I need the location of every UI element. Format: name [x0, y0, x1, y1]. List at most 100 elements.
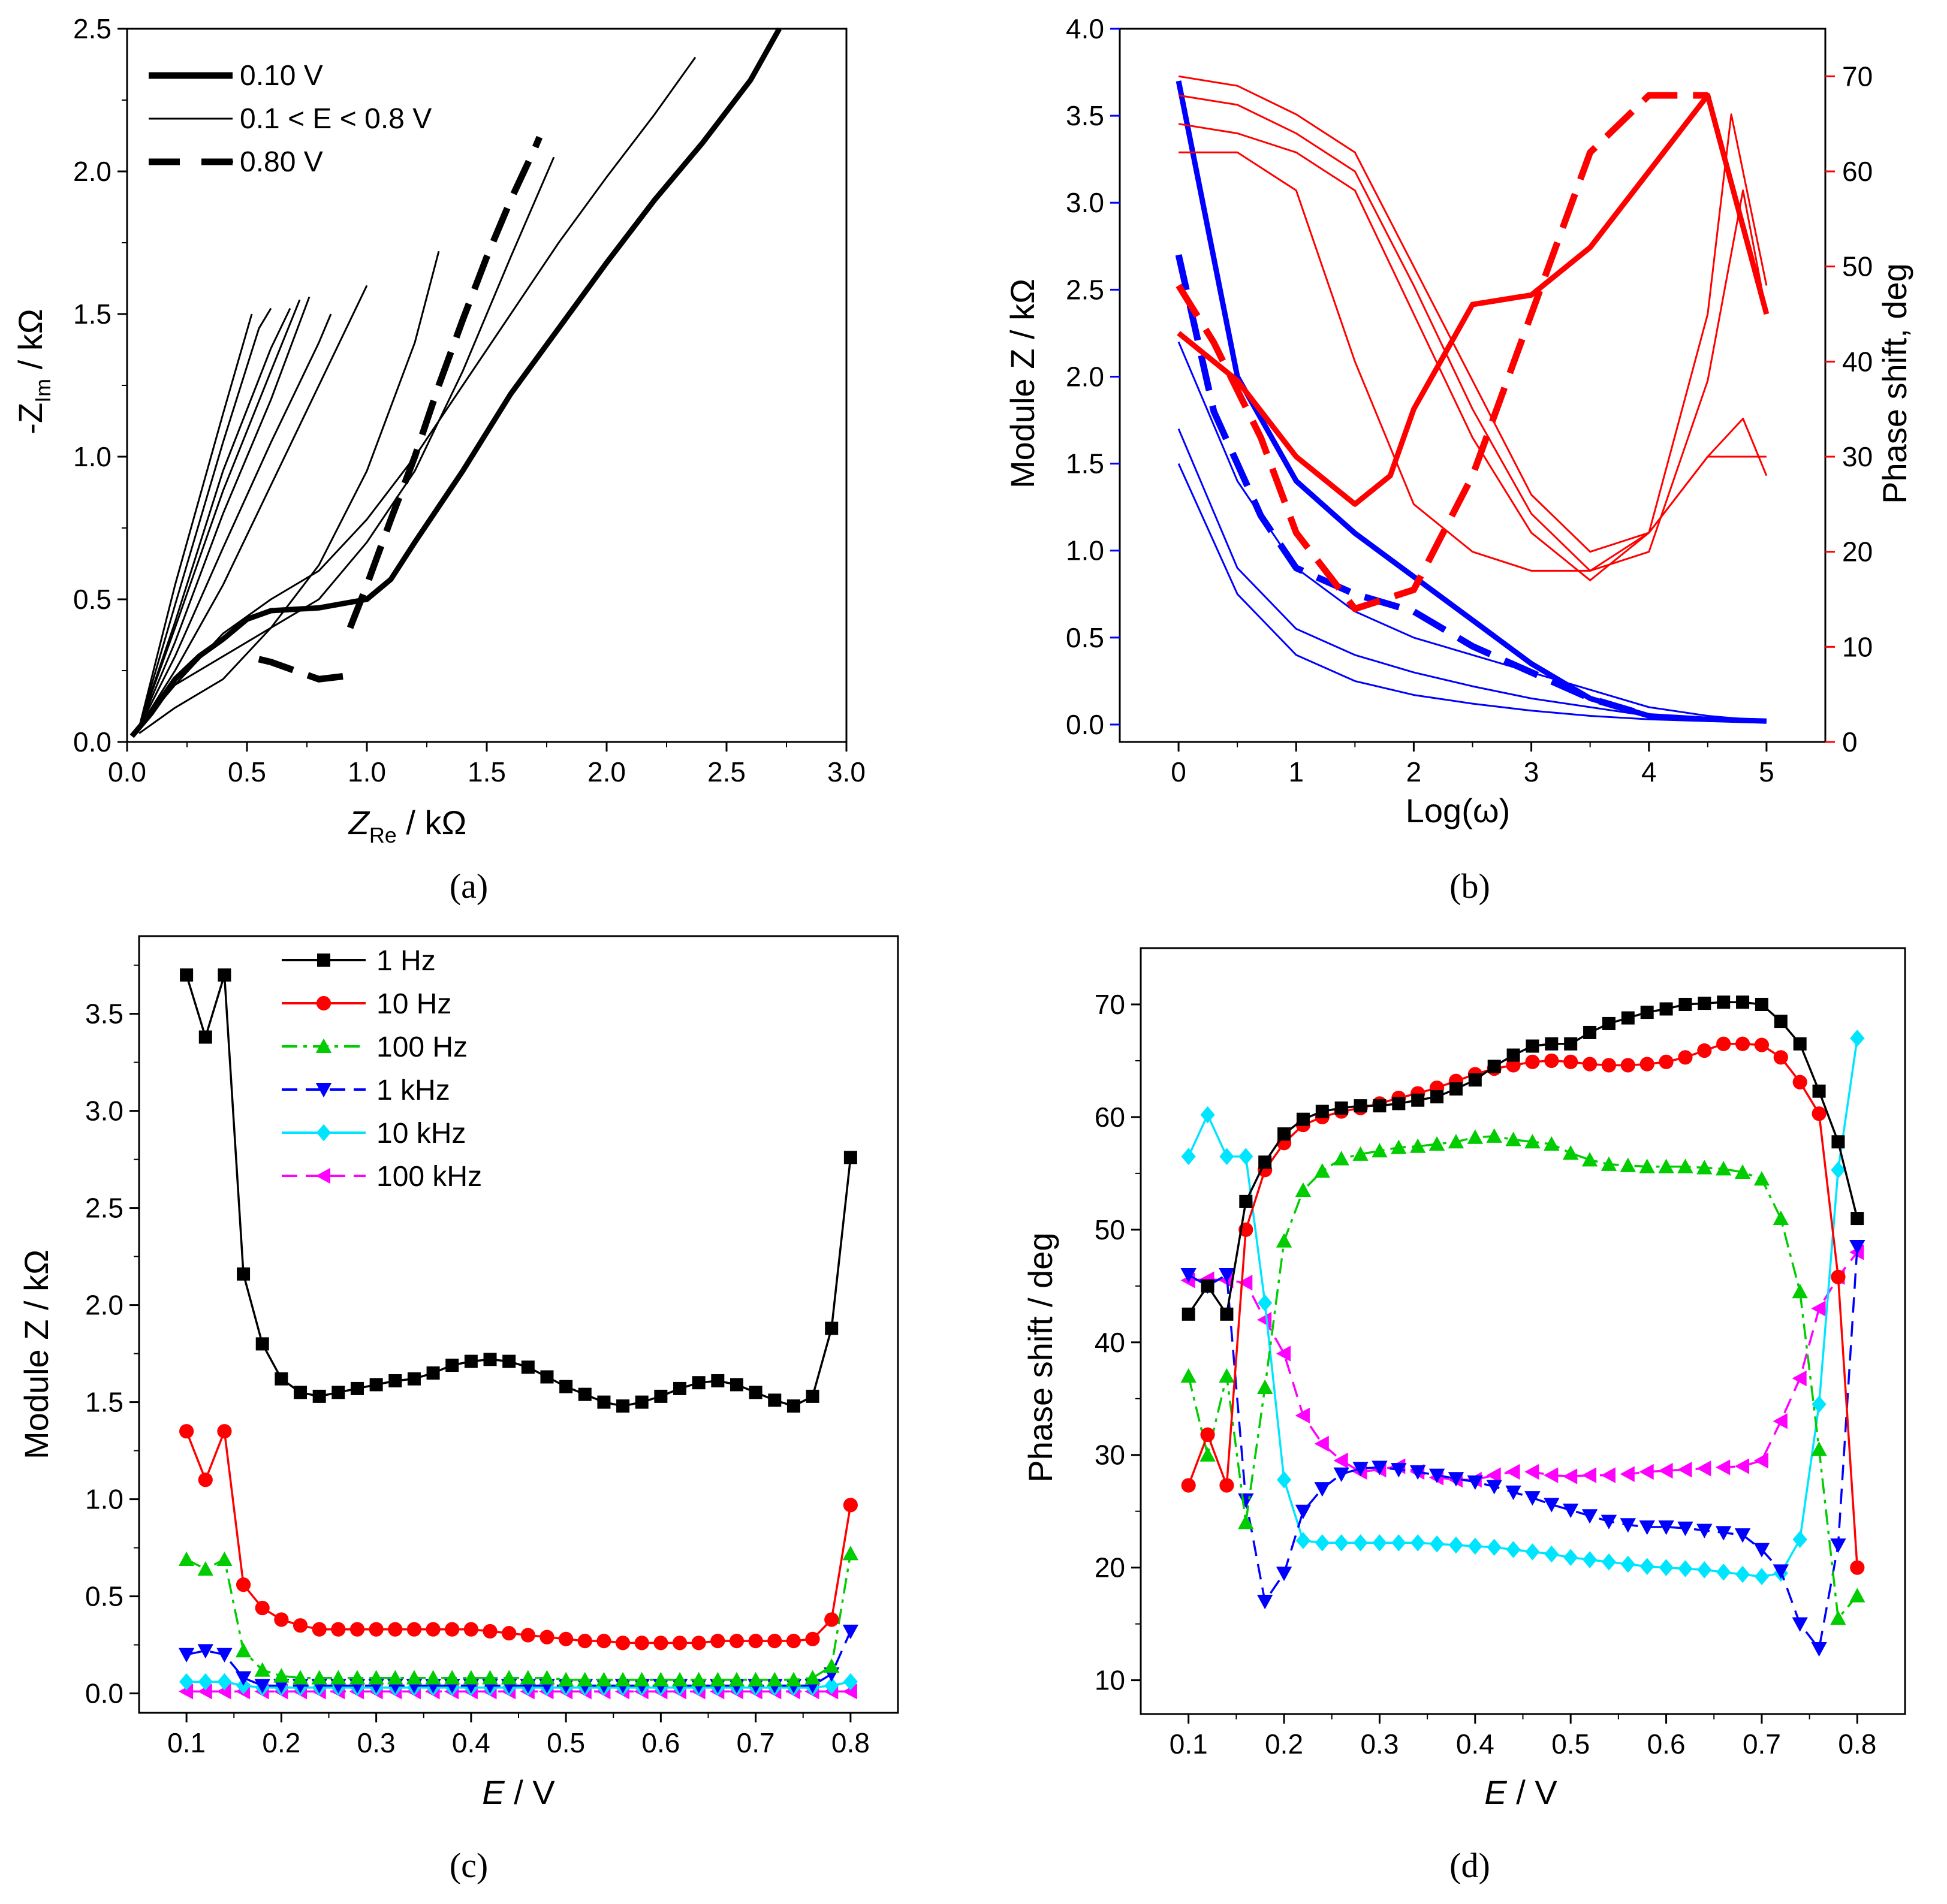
series-line-0-1-e-0-8-v-1	[138, 56, 697, 729]
panel-c-y-tick-label: 0.5	[85, 1581, 123, 1612]
panel-c-caption: (c)	[450, 1846, 488, 1885]
data-point-100-khz	[1696, 1461, 1711, 1477]
panel-b-x-tick-label: 1	[1288, 756, 1304, 787]
data-point-1-khz	[178, 1647, 195, 1662]
data-point-10-hz	[729, 1634, 745, 1649]
data-point-1-khz	[1734, 1528, 1751, 1543]
data-point-100-hz	[767, 1671, 783, 1686]
data-point-10-khz	[1620, 1555, 1635, 1573]
data-point-1-hz	[1354, 1099, 1367, 1113]
data-point-10-hz	[1601, 1058, 1617, 1073]
data-point-100-khz	[1276, 1345, 1291, 1362]
data-point-10-khz	[1467, 1537, 1482, 1555]
data-point-10-hz	[786, 1634, 801, 1649]
data-point-1-khz	[1428, 1468, 1445, 1483]
data-point-10-hz	[406, 1622, 422, 1637]
data-point-10-hz	[255, 1600, 270, 1616]
data-point-10-hz	[824, 1612, 839, 1627]
data-point-100-hz	[311, 1670, 327, 1685]
panel-a-y-axis-label: -ZIm / kΩ	[11, 309, 55, 434]
data-point-1-hz	[1564, 1037, 1578, 1051]
panel-a-x-tick-label: 2.5	[707, 756, 746, 787]
data-point-1-khz	[1180, 1268, 1196, 1283]
panel-a-x-tick-label: 0.5	[228, 756, 266, 787]
panel-b-right-y-tick-label: 40	[1842, 346, 1873, 377]
panel-b-left-y-tick-label: 1.0	[1066, 535, 1104, 566]
panel-b-x-tick-label: 5	[1759, 756, 1774, 787]
data-point-1-hz	[1277, 1127, 1291, 1141]
data-point-1-hz	[635, 1395, 649, 1409]
data-point-10-khz	[1639, 1558, 1654, 1576]
series-line-0-1-e-0-8-v-6	[138, 296, 311, 728]
data-point-1-hz	[1506, 1048, 1520, 1062]
data-point-100-hz	[748, 1671, 764, 1686]
data-point-1-khz	[1753, 1543, 1770, 1558]
series-line-0-1-e-0-8-v-3	[138, 251, 440, 734]
data-point-100-hz	[216, 1551, 233, 1567]
series-line-module-z-mid-3	[1177, 341, 1767, 722]
data-point-1-hz	[1239, 1194, 1253, 1208]
panel-a-plot-area	[129, 27, 782, 738]
data-point-100-khz	[1581, 1467, 1597, 1483]
data-point-1-hz	[711, 1374, 725, 1387]
panel-d-y-tick-label: 10	[1095, 1665, 1125, 1696]
data-point-100-hz	[634, 1671, 650, 1686]
data-point-1-hz	[1373, 1099, 1387, 1113]
panel-b-x-axis-label: Log(ω)	[1406, 792, 1510, 829]
panel-b-left-y-tick-label: 0.5	[1066, 622, 1104, 653]
data-point-10-hz	[540, 1630, 554, 1644]
data-point-10-khz	[1697, 1561, 1712, 1579]
legend-marker-1-khz	[315, 1083, 332, 1098]
data-point-1-khz	[1276, 1567, 1292, 1582]
panel-d-y-tick-label: 30	[1095, 1440, 1125, 1471]
data-point-10-hz	[369, 1622, 384, 1637]
legend-label-0-10v: 0.10 V	[240, 60, 323, 92]
data-point-1-khz	[1677, 1521, 1693, 1537]
panel-b-left-y-tick-label: 0.0	[1066, 709, 1104, 740]
data-point-1-khz	[1581, 1509, 1598, 1524]
data-point-10-hz	[1582, 1057, 1598, 1072]
data-point-10-hz	[615, 1636, 631, 1650]
data-point-1-khz	[254, 1679, 270, 1694]
data-point-100-hz	[178, 1551, 195, 1567]
data-point-100-hz	[1428, 1136, 1445, 1151]
data-point-100-khz	[1811, 1300, 1826, 1317]
data-point-100-khz	[1601, 1467, 1616, 1483]
data-point-10-khz	[1448, 1536, 1464, 1554]
data-point-1-hz	[521, 1360, 535, 1374]
data-point-100-hz	[520, 1670, 537, 1685]
panel-a-x-tick-label: 1.5	[468, 756, 506, 787]
series-100-hz	[1180, 1128, 1865, 1625]
data-point-100-hz	[1219, 1368, 1235, 1383]
data-point-100-khz	[1486, 1467, 1501, 1483]
data-point-1-hz	[825, 1321, 839, 1335]
data-point-100-hz	[425, 1670, 441, 1685]
data-point-1-khz	[1391, 1463, 1407, 1478]
data-point-1-hz	[1201, 1279, 1214, 1293]
data-point-100-khz	[1524, 1464, 1539, 1480]
legend-label-mid: 0.1 < E < 0.8 V	[240, 103, 432, 135]
data-point-10-khz	[1238, 1148, 1253, 1165]
data-point-100-hz	[1505, 1131, 1521, 1146]
data-point-10-hz	[483, 1624, 498, 1639]
data-point-1-hz	[1315, 1105, 1329, 1118]
legend-dot-0-80v	[228, 159, 233, 164]
series-line-100-hz	[1187, 1135, 1858, 1621]
series-line-0-1-e-0-8-v-4	[138, 285, 368, 728]
data-point-1-hz	[616, 1399, 630, 1413]
data-point-1-khz	[1811, 1642, 1827, 1657]
data-point-100-hz	[349, 1670, 366, 1685]
legend-label-0-80v: 0.80 V	[240, 146, 323, 178]
data-point-1-hz	[218, 968, 231, 982]
data-point-1-hz	[786, 1399, 800, 1413]
panel-d-y-tick-label: 50	[1095, 1214, 1125, 1245]
data-point-100-khz	[1677, 1461, 1692, 1478]
data-point-1-khz	[1486, 1480, 1502, 1495]
data-point-10-hz	[559, 1631, 574, 1646]
data-point-10-hz	[1792, 1075, 1807, 1090]
data-point-1-hz	[198, 1030, 212, 1044]
series-line-module-z-0-80-v	[1175, 254, 1650, 719]
data-point-100-hz	[1256, 1379, 1273, 1394]
data-point-1-khz	[197, 1644, 213, 1659]
panel-d-plot-area	[1180, 995, 1865, 1657]
